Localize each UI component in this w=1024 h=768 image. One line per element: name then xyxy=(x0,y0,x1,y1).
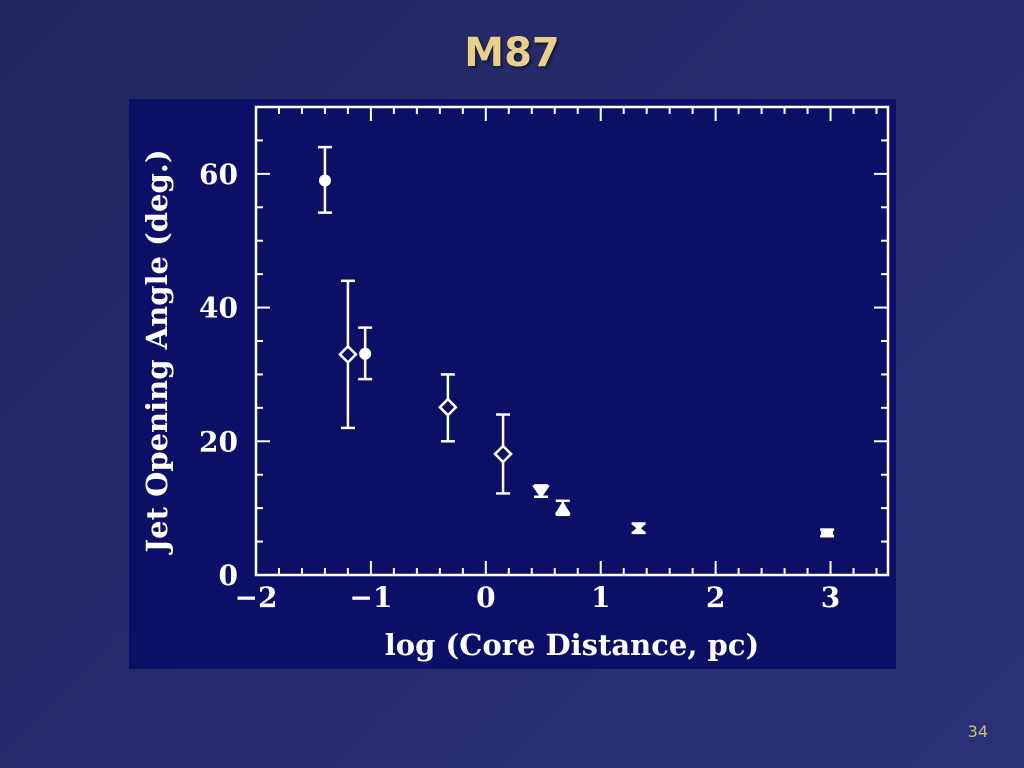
data-point-cross xyxy=(631,526,646,533)
y-tick-label: 0 xyxy=(219,559,238,592)
data-point-triangle xyxy=(531,485,550,499)
y-tick-label: 40 xyxy=(199,292,238,325)
x-axis-label: log (Core Distance, pc) xyxy=(385,628,759,662)
y-tick-label: 20 xyxy=(199,425,238,458)
data-point-diamond xyxy=(493,444,513,464)
slide-number: 34 xyxy=(967,722,988,741)
x-tick-label: 0 xyxy=(476,581,495,614)
chart-figure: −2 −1 0 1 2 3 0 20 40 60 log (Core Distance, pc) Je… xyxy=(129,99,896,669)
y-axis-label: Jet Opening Angle (deg.) xyxy=(140,149,174,555)
y-tick-label: 60 xyxy=(199,158,238,191)
x-tick-label: 3 xyxy=(821,581,840,614)
scatter-chart: −2 −1 0 1 2 3 0 20 40 60 log (Core Distance, pc) Je… xyxy=(140,105,890,662)
slide-title: M87 xyxy=(464,30,560,76)
data-point-square xyxy=(821,528,834,537)
data-point-diamond xyxy=(338,344,358,365)
data-point-circle xyxy=(359,347,372,360)
x-tick-label: 2 xyxy=(706,581,725,614)
x-tick-label: −2 xyxy=(235,581,278,614)
x-tick-label: 1 xyxy=(591,581,610,614)
data-point-triangle xyxy=(554,501,571,515)
data-point-diamond xyxy=(438,397,458,417)
x-tick-label: −1 xyxy=(349,581,392,614)
plot-frame xyxy=(254,105,890,577)
data-point-circle xyxy=(318,174,331,187)
